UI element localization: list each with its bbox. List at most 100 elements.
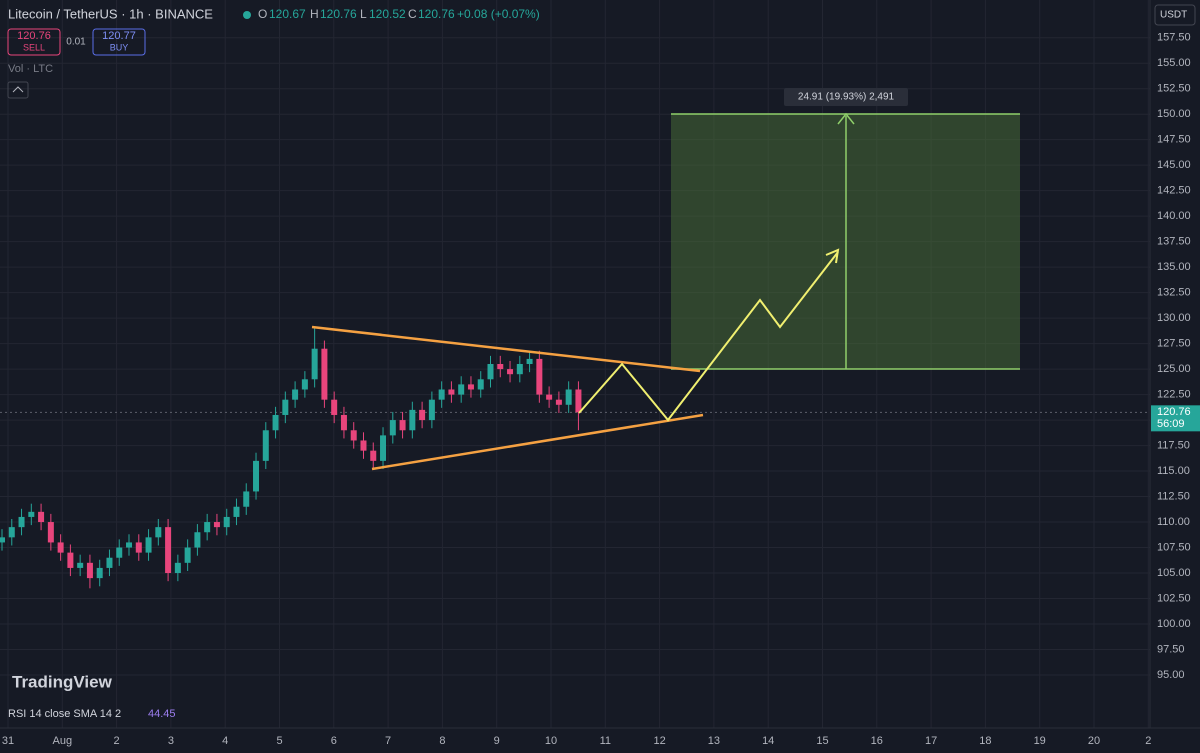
- currency: USDT: [1160, 10, 1187, 21]
- candle-body: [145, 537, 152, 553]
- countdown: 56:09: [1157, 418, 1185, 430]
- y-tick-label: 105.00: [1157, 567, 1191, 579]
- candle-body: [213, 522, 220, 528]
- x-tick-label: 31: [2, 735, 14, 747]
- candle-body: [116, 547, 123, 558]
- x-tick-label: 2: [1145, 735, 1151, 747]
- y-tick-label: 127.50: [1157, 338, 1191, 350]
- x-tick-label: 19: [1034, 735, 1046, 747]
- candle-body: [380, 435, 387, 461]
- candle-body: [262, 430, 269, 461]
- candle-body: [77, 562, 84, 568]
- candle-body: [331, 399, 338, 415]
- x-tick-label: 5: [276, 735, 282, 747]
- candle-body: [399, 420, 406, 431]
- candle-body: [57, 542, 64, 553]
- measure-arrow: [837, 112, 855, 125]
- rsi-label: RSI 14 close SMA 14 2: [8, 708, 121, 720]
- candle-body: [194, 532, 201, 548]
- projection-arrow: [825, 248, 840, 264]
- candle-body: [507, 369, 514, 375]
- y-tick-label: 137.50: [1157, 236, 1191, 248]
- last-price-label: 120.76: [1157, 406, 1191, 418]
- candle-body: [565, 389, 572, 405]
- x-tick-label: 2: [114, 735, 120, 747]
- x-tick-label: 12: [653, 735, 665, 747]
- x-tick-label: 9: [494, 735, 500, 747]
- ohlc-value: 120.52: [369, 7, 406, 21]
- candle-body: [47, 522, 54, 543]
- candle-body: [546, 394, 553, 400]
- candle-body: [126, 542, 133, 548]
- spread: 0.01: [66, 37, 86, 48]
- candle-body: [370, 450, 377, 461]
- candle-body: [321, 348, 328, 400]
- buy-label: BUY: [110, 42, 129, 52]
- candle-body: [28, 511, 35, 517]
- buy-button[interactable]: [92, 28, 146, 56]
- candle-body: [477, 379, 484, 390]
- symbol: Litecoin / TetherUS · 1h · BINANCE: [8, 6, 213, 21]
- candle-body: [184, 547, 191, 563]
- ohlc-value: 120.67: [269, 7, 306, 21]
- rsi-value: 44.45: [148, 708, 176, 720]
- candle-body: [233, 506, 240, 517]
- sell-price: 120.76: [17, 30, 51, 42]
- ohlc-value: 120.76: [418, 7, 455, 21]
- sell-label: SELL: [23, 42, 45, 52]
- triangle-lower: [371, 413, 704, 471]
- y-tick-label: 130.00: [1157, 312, 1191, 324]
- change: +0.08 (+0.07%): [457, 7, 540, 21]
- sell-button[interactable]: [7, 28, 61, 56]
- candle-body: [311, 348, 318, 380]
- candle-body: [340, 414, 347, 431]
- candle-body: [8, 527, 15, 538]
- y-tick-label: 95.00: [1157, 669, 1185, 681]
- candle-body: [389, 420, 396, 436]
- y-tick-label: 112.50: [1157, 490, 1190, 502]
- candle-body: [526, 358, 533, 364]
- x-tick-label: 16: [871, 735, 883, 747]
- candle-body: [174, 562, 181, 574]
- currency-select[interactable]: [1154, 4, 1196, 26]
- candle-body: [536, 358, 543, 395]
- x-tick-label: 10: [545, 735, 557, 747]
- candle-body: [272, 414, 279, 431]
- candle-body: [409, 409, 416, 431]
- x-tick-label: 15: [816, 735, 828, 747]
- candle-body: [38, 511, 45, 523]
- candle-body: [96, 567, 103, 579]
- y-tick-label: 142.50: [1157, 185, 1191, 197]
- candle-body: [86, 562, 93, 579]
- candle-body: [350, 430, 357, 441]
- candle-body: [419, 409, 426, 421]
- candle-body: [282, 399, 289, 415]
- y-tick-label: 110.00: [1157, 516, 1190, 528]
- candle-body: [0, 537, 5, 543]
- candle-body: [292, 389, 299, 400]
- candle-body: [438, 389, 445, 400]
- y-tick-label: 102.50: [1157, 592, 1191, 604]
- status-dot: [243, 11, 251, 19]
- candle-body: [555, 399, 562, 405]
- y-tick-label: 157.50: [1157, 32, 1191, 44]
- collapse-button[interactable]: [7, 81, 29, 99]
- projection-path: [578, 251, 839, 422]
- x-tick-label: 4: [222, 735, 228, 747]
- y-tick-label: 135.00: [1157, 261, 1191, 273]
- x-tick-label: 17: [925, 735, 937, 747]
- ohlc-label: C: [408, 7, 417, 21]
- candle-body: [487, 364, 494, 380]
- candle-body: [516, 364, 523, 375]
- last-price-box: [1151, 405, 1200, 432]
- candle-body: [360, 440, 367, 451]
- x-tick-label: 8: [439, 735, 445, 747]
- brand: TradingView: [12, 672, 113, 691]
- x-tick-label: 20: [1088, 735, 1100, 747]
- y-tick-label: 117.50: [1157, 439, 1190, 451]
- volume-label: Vol · LTC: [8, 63, 53, 75]
- measure-label: 24.91 (19.93%) 2,491: [798, 92, 895, 103]
- candle-body: [301, 379, 308, 390]
